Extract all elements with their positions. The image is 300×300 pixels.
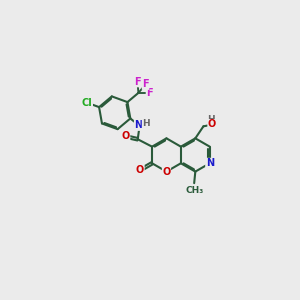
Text: F: F xyxy=(146,88,153,98)
Text: F: F xyxy=(134,77,141,87)
Text: O: O xyxy=(122,131,130,142)
Text: CH₃: CH₃ xyxy=(185,186,203,195)
Text: N: N xyxy=(134,120,142,130)
Text: O: O xyxy=(136,165,144,175)
Text: H: H xyxy=(208,115,215,124)
Text: H: H xyxy=(142,119,150,128)
Text: O: O xyxy=(162,167,171,177)
Text: O: O xyxy=(208,119,216,130)
Text: F: F xyxy=(142,80,149,89)
Text: Cl: Cl xyxy=(82,98,92,108)
Text: N: N xyxy=(206,158,214,168)
